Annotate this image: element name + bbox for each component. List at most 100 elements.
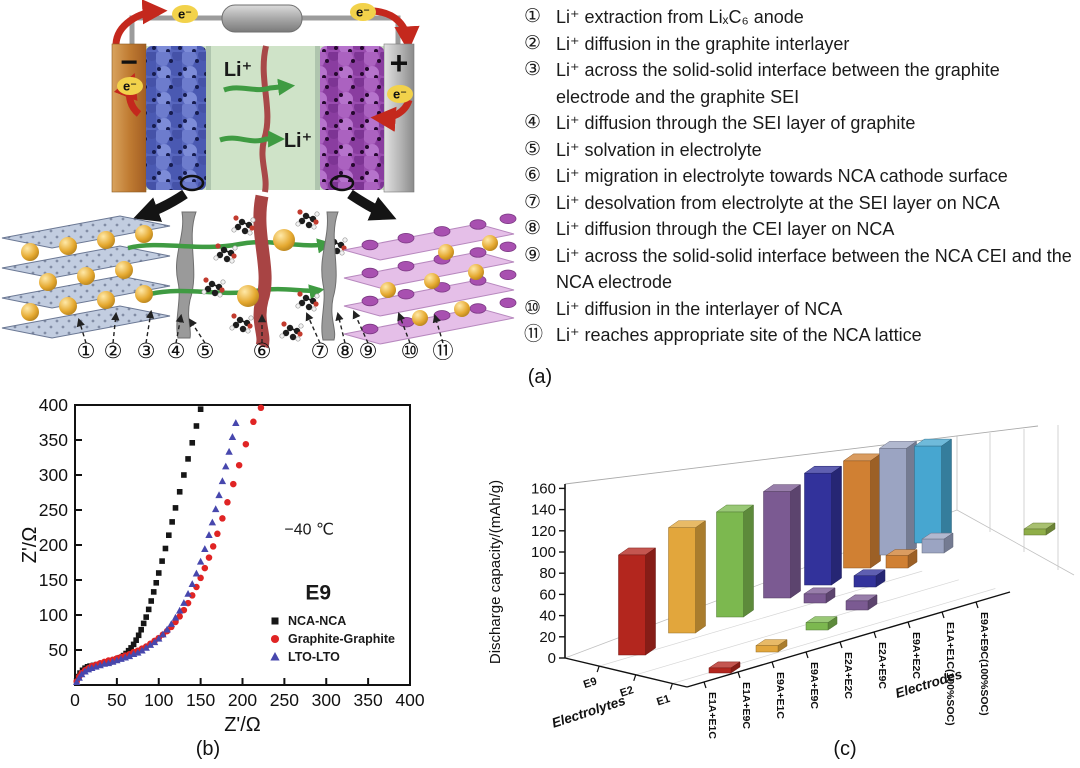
li-sphere xyxy=(482,235,498,251)
nca-disc xyxy=(499,269,517,280)
step-leader xyxy=(335,311,346,344)
nca-disc xyxy=(361,267,379,279)
electrode-tick-label: E9A+E9C xyxy=(808,662,820,709)
li-sphere xyxy=(424,273,440,289)
svg-text:e⁻: e⁻ xyxy=(123,79,137,94)
nca-disc xyxy=(469,219,487,230)
sei-layer xyxy=(176,211,197,339)
step-text: Li⁺ desolvation from electrolyte at the … xyxy=(556,192,1000,213)
nca-disc xyxy=(361,295,379,307)
step-text: Li⁺ across the solid-solid interface bet… xyxy=(556,60,1000,107)
bar3d-column-back xyxy=(803,465,843,586)
legend-step-item: ⑥ Li⁺ migration in electrolyte towards NC… xyxy=(524,163,1076,190)
floor-gridline xyxy=(635,579,959,676)
step-leader xyxy=(352,310,369,344)
legend-entry: NCA-NCA xyxy=(288,614,346,628)
nca-disc xyxy=(433,226,451,237)
electron-badge: e⁻ xyxy=(350,3,376,21)
solvent-molecules xyxy=(201,209,348,342)
x-tick-label: 100 xyxy=(144,690,173,710)
nca-disc xyxy=(397,316,415,328)
li-sphere xyxy=(135,285,153,303)
li-sphere xyxy=(438,244,454,260)
step-number: ③ xyxy=(524,59,542,80)
y-tick-label: 160 xyxy=(531,480,556,497)
solvent-molecule xyxy=(229,313,254,334)
step-marker-1: ① xyxy=(77,340,96,363)
electron-badge: e⁻ xyxy=(387,85,413,103)
panel-c-caption: (c) xyxy=(833,738,857,760)
step-number: ⑧ xyxy=(524,218,542,239)
nca-electrode xyxy=(320,46,384,190)
y-axis-label: Z'/Ω xyxy=(22,527,41,564)
legend-step-item: ② Li⁺ diffusion in the graphite interlaye… xyxy=(524,31,1076,58)
minus-terminal-label: − xyxy=(120,46,138,79)
nca-disc xyxy=(499,241,517,252)
step-marker-11: ⑪ xyxy=(433,340,454,363)
bar3d-column-back xyxy=(667,520,707,634)
electrolytes-axis-title: Electrolytes xyxy=(550,693,628,731)
nca-disc xyxy=(469,247,487,258)
nca-disc xyxy=(433,310,451,321)
step-leader xyxy=(305,312,321,344)
separator-band-zoom xyxy=(253,194,272,349)
x-tick-label: 350 xyxy=(354,690,383,710)
li-sphere xyxy=(468,264,484,280)
step-text: Li⁺ reaches appropriate site of the NCA … xyxy=(556,325,922,345)
y-tick-label: 140 xyxy=(531,502,556,519)
electrode-tick-label: E2A+E9C xyxy=(876,642,888,689)
li-path-arrow-lower xyxy=(149,284,325,300)
bar3d-column-front xyxy=(755,639,788,653)
solvent-molecule xyxy=(231,215,256,236)
step-number: ⑨ xyxy=(524,244,542,266)
plus-terminal-label: + xyxy=(390,45,409,81)
y-tick-label: 120 xyxy=(531,523,556,540)
li-ion-label-upper: Li⁺ xyxy=(224,59,252,81)
legend-step-item: ① Li⁺ extraction from LiₓC₆ anode xyxy=(524,4,1076,31)
x-tick-label: 300 xyxy=(312,690,341,710)
li-sphere xyxy=(454,301,470,317)
li-sphere xyxy=(59,237,77,255)
step-text: Li⁺ across the solid-solid interface bet… xyxy=(556,245,1072,293)
y-tick-label: 20 xyxy=(539,629,556,646)
lithium-spheres xyxy=(21,225,498,326)
annotation-temperature: −40 ℃ xyxy=(284,522,334,539)
step-leader xyxy=(397,312,411,344)
anode-sei-strip xyxy=(206,46,211,190)
solvent-molecule xyxy=(295,209,320,230)
zoom-arrow-right xyxy=(347,189,397,221)
li-sphere xyxy=(412,310,428,326)
bars-back-row xyxy=(617,438,953,656)
annotation-electrolyte: E9 xyxy=(305,582,331,605)
svg-text:e⁻: e⁻ xyxy=(178,7,192,22)
step-text: Li⁺ diffusion in the interlayer of NCA xyxy=(556,298,843,319)
nca-disc xyxy=(469,303,487,314)
step-leader xyxy=(188,318,206,344)
cei-layer xyxy=(321,211,339,341)
svg-text:e⁻: e⁻ xyxy=(393,87,407,102)
li-sphere xyxy=(380,282,396,298)
step-number: ② xyxy=(524,32,542,54)
electrolyte-tick-label: E2 xyxy=(619,684,636,700)
battery-schematic: − + Li⁺ Li⁺ e⁻ e⁻ e⁻ e⁻ xyxy=(1,0,517,363)
electrode-tick-label: E9A+E9C(100%SOC) xyxy=(978,612,990,716)
load-resistor xyxy=(221,4,303,33)
li-sphere xyxy=(273,229,295,251)
x-tick-label: 0 xyxy=(70,690,80,710)
scatter-series-Graphite-Graphite xyxy=(73,404,265,685)
electrode-tick-label: E1A+E9C xyxy=(740,682,752,729)
nca-slab xyxy=(343,251,515,289)
step-leader xyxy=(432,313,444,344)
nca-disc xyxy=(361,323,379,335)
bar3d-chart: 0 20 40 60 80 100 120 140 160 Discharge capacity/… xyxy=(487,425,1075,739)
bar3d-column-back xyxy=(842,453,882,569)
step-text: Li⁺ solvation in electrolyte xyxy=(556,139,762,160)
step-text: Li⁺ extraction from LiₓC₆ anode xyxy=(556,7,804,27)
step-text: Li⁺ diffusion through the CEI layer on N… xyxy=(556,219,895,239)
li-arrow-lower xyxy=(219,130,286,148)
step-number: ① xyxy=(524,6,542,27)
step-marker-4: ④ xyxy=(167,340,186,363)
legend-step-item: ⑪ Li⁺ reaches appropriate site of the NCA… xyxy=(524,322,1076,349)
legend-step-item: ⑤ Li⁺ solvation in electrolyte xyxy=(524,137,1076,164)
y-axis-label: Discharge capacity/(mAh/g) xyxy=(487,480,504,664)
